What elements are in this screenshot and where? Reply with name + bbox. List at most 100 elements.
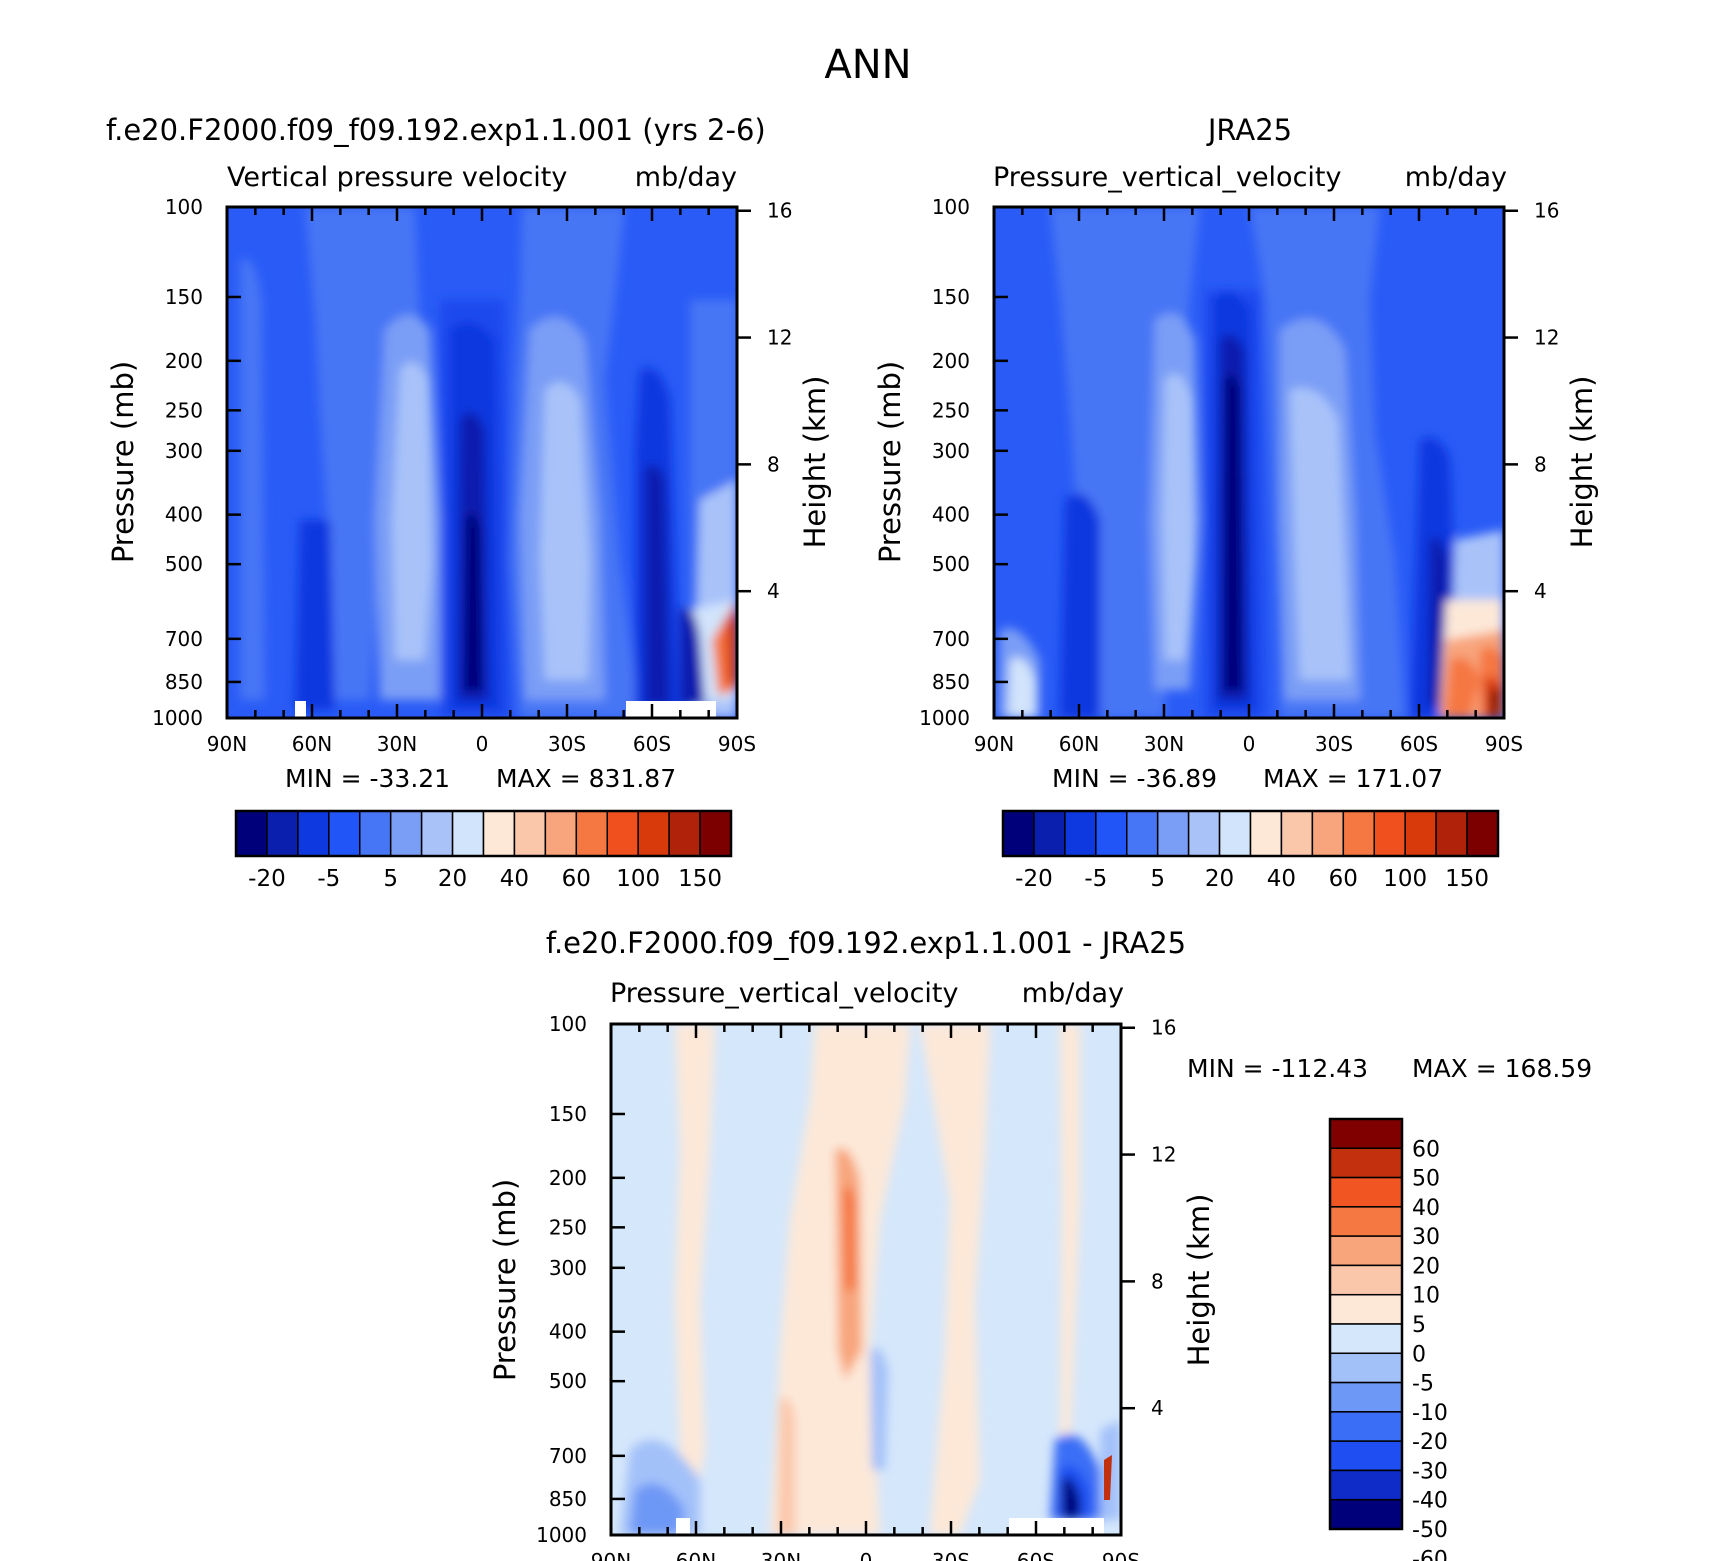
colorbar-label: 10	[1412, 1284, 1440, 1309]
colorbar-label: -50	[1412, 1518, 1448, 1543]
colorbar-label: 20	[1412, 1254, 1440, 1279]
y-tick-label: 200	[165, 349, 203, 373]
colorbar-swatch	[606, 810, 639, 857]
y2-tick-label: 12	[1151, 1143, 1176, 1167]
y2-tick-label: 8	[767, 452, 780, 476]
x-tick-label: 90S	[1485, 732, 1523, 756]
colorbar-label: -40	[1412, 1489, 1448, 1514]
x-tick-label: 30S	[1315, 732, 1353, 756]
colorbar-swatch	[1095, 810, 1128, 857]
y2-tick-label: 4	[767, 579, 780, 603]
colorbar-label: 60	[1412, 1137, 1440, 1162]
x-tick-label: 90S	[718, 732, 756, 756]
colorbar-swatch	[359, 810, 392, 857]
y2-tick-label: 8	[1534, 452, 1547, 476]
colorbar-swatch	[1329, 1498, 1403, 1530]
figure-title: ANN	[824, 42, 911, 88]
x-tick-label: 0	[860, 1549, 873, 1561]
y-tick-label: 700	[165, 627, 203, 651]
colorbar-swatch	[1329, 1293, 1403, 1325]
heatmap-field	[611, 1024, 1121, 1535]
colorbar-label: 5	[1150, 866, 1165, 892]
colorbar-label: -5	[1084, 866, 1107, 892]
y2-axis-label: Height (km)	[1565, 376, 1599, 549]
colorbar-label: -10	[1412, 1401, 1448, 1426]
colorbar-swatch	[1033, 810, 1066, 857]
x-tick-label: 0	[476, 732, 489, 756]
y2-tick-label: 16	[767, 199, 792, 223]
colorbar-label: 60	[562, 866, 591, 892]
x-tick-label: 30N	[761, 1549, 801, 1561]
y-tick-label: 500	[549, 1369, 587, 1393]
y-tick-label: 300	[932, 439, 970, 463]
colorbar-label: 20	[1205, 866, 1234, 892]
colorbar-label: 60	[1329, 866, 1358, 892]
x-tick-label: 60N	[292, 732, 332, 756]
x-tick-label: 90N	[591, 1549, 631, 1561]
colorbar-swatch	[1435, 810, 1468, 857]
colorbar-frame	[1328, 1117, 1404, 1531]
colorbar-swatch	[1329, 1411, 1403, 1442]
y2-axis-label: Height (km)	[1182, 1194, 1216, 1367]
x-tick-label: 90N	[207, 732, 247, 756]
colorbar-label: 40	[500, 866, 529, 892]
colorbar-swatch	[1329, 1147, 1403, 1179]
y-tick-label: 1000	[536, 1523, 587, 1547]
y-tick-label: 850	[165, 670, 203, 694]
y-tick-label: 250	[549, 1215, 587, 1239]
colorbar-label: 30	[1412, 1225, 1440, 1250]
x-tick-label: 30S	[548, 732, 586, 756]
x-tick-label: 0	[1243, 732, 1256, 756]
colorbar-swatch	[1249, 810, 1283, 857]
colorbar-swatch	[1329, 1235, 1403, 1267]
colorbar-swatch	[575, 810, 608, 857]
colorbar-label: 5	[1412, 1313, 1426, 1338]
colorbar-swatch	[1311, 810, 1345, 857]
y-axis-label: Pressure (mb)	[488, 1179, 522, 1381]
colorbar-swatch	[1126, 810, 1159, 857]
colorbar-swatch	[1218, 810, 1252, 857]
panel-model: f.e20.F2000.f09_f09.192.exp1.1.001 (yrs …	[106, 113, 832, 892]
y-tick-label: 1000	[152, 706, 203, 730]
colorbar-swatch	[1404, 810, 1437, 857]
colorbar-swatch	[1329, 1352, 1403, 1384]
colorbar-label: 150	[1445, 866, 1489, 892]
x-tick-label: 60S	[1400, 732, 1438, 756]
colorbar-swatch	[1329, 1264, 1403, 1296]
x-tick-label: 60S	[633, 732, 671, 756]
y2-tick-label: 8	[1151, 1269, 1164, 1293]
y-tick-label: 250	[932, 398, 970, 422]
colorbar-swatch	[1064, 810, 1097, 857]
colorbar-swatch	[1342, 810, 1375, 857]
y2-tick-label: 4	[1151, 1396, 1164, 1420]
y-tick-label: 500	[165, 552, 203, 576]
colorbar-label: -30	[1412, 1459, 1448, 1484]
panel-title: JRA25	[1206, 113, 1292, 147]
x-tick-label: 60N	[1059, 732, 1099, 756]
colorbar-label: 40	[1412, 1196, 1440, 1221]
colorbar-swatch	[668, 810, 701, 857]
y-tick-label: 150	[932, 285, 970, 309]
colorbar-swatch	[266, 810, 299, 857]
colorbar-swatch	[1280, 810, 1314, 857]
colorbar: -20 -5 5 20 40 60 100 150	[1001, 809, 1500, 892]
y-tick-label: 1000	[919, 706, 970, 730]
min-label: MIN = -36.89	[1052, 764, 1217, 793]
panel-title: f.e20.F2000.f09_f09.192.exp1.1.001 - JRA…	[546, 926, 1186, 960]
y2-tick-label: 16	[1534, 199, 1559, 223]
y-tick-label: 700	[549, 1444, 587, 1468]
colorbar-swatch	[420, 810, 454, 857]
colorbar-swatch	[1329, 1323, 1403, 1355]
axes-labels: 90N 60N 30N 0 30S 60S 90S 100 150 200 250 300 400 500…	[152, 195, 792, 756]
colorbar-swatch	[544, 810, 578, 857]
panel-reference: JRA25 Pressure_vertical_velocity mb/day	[873, 113, 1599, 892]
y-tick-label: 250	[165, 398, 203, 422]
y-tick-label: 400	[932, 503, 970, 527]
max-label: MAX = 831.87	[496, 764, 676, 793]
axes-labels: 90N 60N 30N 0 30S 60S 90S 100 150 200 250 300 400 500…	[536, 1012, 1176, 1561]
colorbar-swatch	[1329, 1440, 1403, 1472]
y2-axis-label: Height (km)	[798, 376, 832, 549]
y-tick-label: 100	[932, 195, 970, 219]
y2-tick-label: 16	[1151, 1016, 1176, 1040]
